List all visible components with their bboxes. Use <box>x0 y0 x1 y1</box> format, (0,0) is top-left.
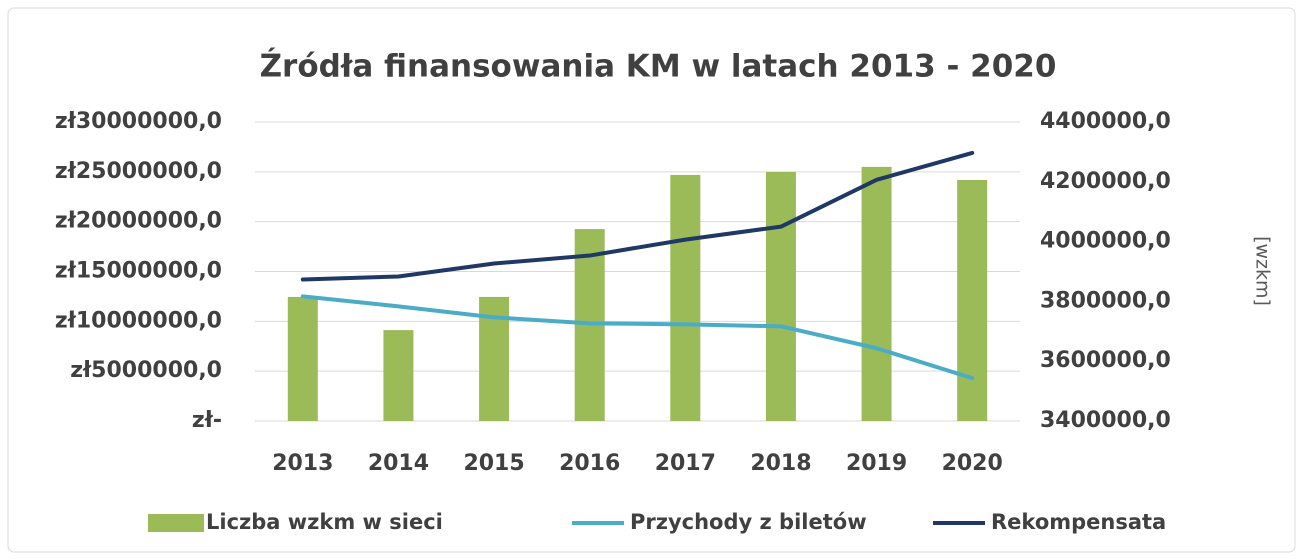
line <box>300 294 975 381</box>
y2-tick-label: 3800000,0 <box>1040 288 1171 313</box>
bar <box>861 166 892 421</box>
y-tick-label: zł30000000,0 <box>55 109 222 134</box>
y2-tick-label: 3400000,0 <box>1040 408 1171 433</box>
line <box>300 150 975 282</box>
bar <box>765 171 796 421</box>
y-tick-label: zł- <box>192 408 222 433</box>
x-tick-label: 2014 <box>368 451 429 476</box>
y-tick-label: zł10000000,0 <box>55 308 222 333</box>
x-tick-label: 2020 <box>942 451 1003 476</box>
bar <box>383 330 414 421</box>
bar <box>670 174 701 421</box>
bar <box>287 296 318 421</box>
legend-label: Przychody z biletów <box>630 510 867 534</box>
x-tick-label: 2019 <box>846 451 907 476</box>
x-tick-label: 2013 <box>272 451 333 476</box>
x-tick-label: 2018 <box>750 451 811 476</box>
y2-axis-label: [wzkm] <box>1252 236 1274 306</box>
y2-tick-label: 3600000,0 <box>1040 348 1171 373</box>
y-tick-label: zł15000000,0 <box>55 259 222 284</box>
legend-label: Liczba wzkm w sieci <box>206 510 443 534</box>
x-tick-label: 2015 <box>463 451 524 476</box>
legend-swatch <box>148 514 204 532</box>
y-tick-label: zł25000000,0 <box>55 159 222 184</box>
x-tick-label: 2017 <box>655 451 716 476</box>
y2-tick-label: 4200000,0 <box>1040 169 1171 194</box>
legend-label: Rekompensata <box>991 510 1166 534</box>
y-tick-label: zł20000000,0 <box>55 209 222 234</box>
y-tick-label: zł5000000,0 <box>70 358 222 383</box>
chart-title: Źródła finansowania KM w latach 2013 - 2… <box>260 49 1057 85</box>
bar <box>957 180 988 421</box>
y2-tick-label: 4400000,0 <box>1040 109 1171 134</box>
y2-tick-label: 4000000,0 <box>1040 229 1171 254</box>
x-tick-label: 2016 <box>559 451 620 476</box>
